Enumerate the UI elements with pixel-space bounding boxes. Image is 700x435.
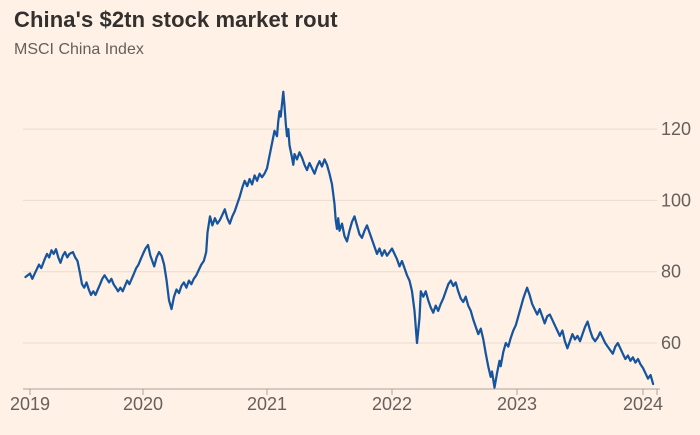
x-tick-label: 2023 bbox=[497, 394, 537, 414]
index-line bbox=[24, 90, 655, 389]
axis-labels: 60 80 100 120 2019 2020 2021 2022 2023 2024 bbox=[10, 119, 691, 414]
x-tick-label: 2021 bbox=[247, 394, 287, 414]
gridlines bbox=[23, 128, 657, 344]
x-tick-label: 2022 bbox=[372, 394, 412, 414]
page-title: China's $2tn stock market rout bbox=[14, 7, 338, 32]
y-tick-label: 60 bbox=[661, 333, 681, 353]
chart-subtitle: MSCI China Index bbox=[14, 40, 144, 58]
x-axis bbox=[23, 388, 660, 395]
x-tick-label: 2024 bbox=[623, 394, 663, 414]
y-tick-label: 120 bbox=[661, 119, 691, 139]
y-tick-label: 80 bbox=[661, 262, 681, 282]
x-tick-label: 2020 bbox=[123, 394, 163, 414]
x-tick-label: 2019 bbox=[10, 394, 50, 414]
series-lines bbox=[24, 90, 655, 389]
chart-header: China's $2tn stock market rout MSCI Chin… bbox=[14, 6, 338, 59]
y-tick-label: 100 bbox=[661, 190, 691, 210]
